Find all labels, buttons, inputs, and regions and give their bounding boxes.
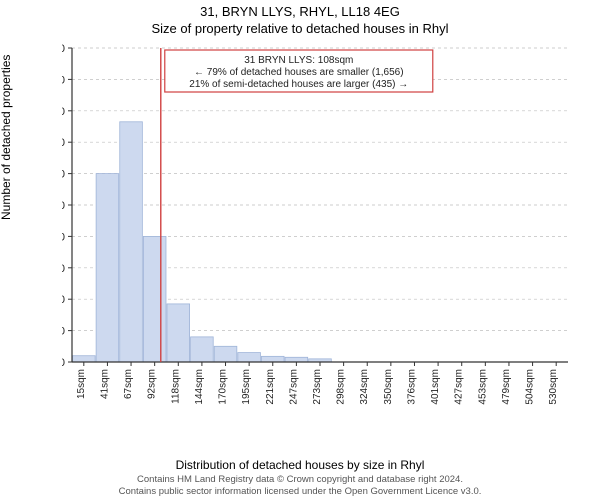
svg-text:504sqm: 504sqm: [525, 369, 536, 405]
svg-text:324sqm: 324sqm: [359, 369, 370, 405]
svg-text:350sqm: 350sqm: [383, 369, 394, 405]
svg-text:31 BRYN LLYS: 108sqm: 31 BRYN LLYS: 108sqm: [244, 55, 353, 66]
x-axis-label: Distribution of detached houses by size …: [0, 458, 600, 472]
svg-text:21% of semi-detached houses ar: 21% of semi-detached houses are larger (…: [189, 79, 408, 90]
svg-text:376sqm: 376sqm: [406, 369, 417, 405]
svg-text:← 79% of detached houses are s: ← 79% of detached houses are smaller (1,…: [194, 67, 404, 78]
svg-text:400: 400: [62, 231, 65, 243]
svg-text:900: 900: [62, 74, 65, 86]
svg-text:92sqm: 92sqm: [147, 369, 158, 399]
svg-text:67sqm: 67sqm: [123, 369, 134, 399]
svg-text:401sqm: 401sqm: [430, 369, 441, 405]
page-title-address: 31, BRYN LLYS, RHYL, LL18 4EG: [0, 0, 600, 19]
histogram-chart: 0 100 200 300 400 500 600 700 800 900 1000 15sqm 41s…: [62, 42, 572, 422]
svg-text:500: 500: [62, 200, 65, 212]
svg-text:1000: 1000: [62, 43, 65, 55]
svg-text:427sqm: 427sqm: [454, 369, 465, 405]
footer-line: Contains HM Land Registry data © Crown c…: [0, 474, 600, 486]
svg-text:700: 700: [62, 137, 65, 149]
svg-text:247sqm: 247sqm: [288, 369, 299, 405]
svg-text:118sqm: 118sqm: [170, 369, 181, 404]
page-subtitle: Size of property relative to detached ho…: [0, 19, 600, 36]
svg-text:200: 200: [62, 294, 65, 306]
y-axis-label: Number of detached properties: [0, 55, 13, 220]
svg-text:453sqm: 453sqm: [477, 369, 488, 405]
svg-text:479sqm: 479sqm: [501, 369, 512, 405]
svg-text:0: 0: [62, 357, 65, 369]
svg-text:273sqm: 273sqm: [312, 369, 323, 405]
svg-text:221sqm: 221sqm: [265, 369, 276, 405]
svg-text:41sqm: 41sqm: [99, 369, 110, 399]
footer-line: Contains public sector information licen…: [0, 486, 600, 498]
svg-text:300: 300: [62, 263, 65, 275]
attribution-footer: Contains HM Land Registry data © Crown c…: [0, 474, 600, 498]
svg-text:144sqm: 144sqm: [194, 369, 205, 405]
svg-text:100: 100: [62, 326, 65, 338]
svg-text:800: 800: [62, 106, 65, 118]
svg-text:600: 600: [62, 169, 65, 181]
svg-text:530sqm: 530sqm: [548, 369, 559, 405]
svg-text:15sqm: 15sqm: [76, 369, 87, 399]
svg-text:195sqm: 195sqm: [241, 369, 252, 405]
svg-text:170sqm: 170sqm: [218, 369, 229, 405]
svg-text:298sqm: 298sqm: [336, 369, 347, 405]
